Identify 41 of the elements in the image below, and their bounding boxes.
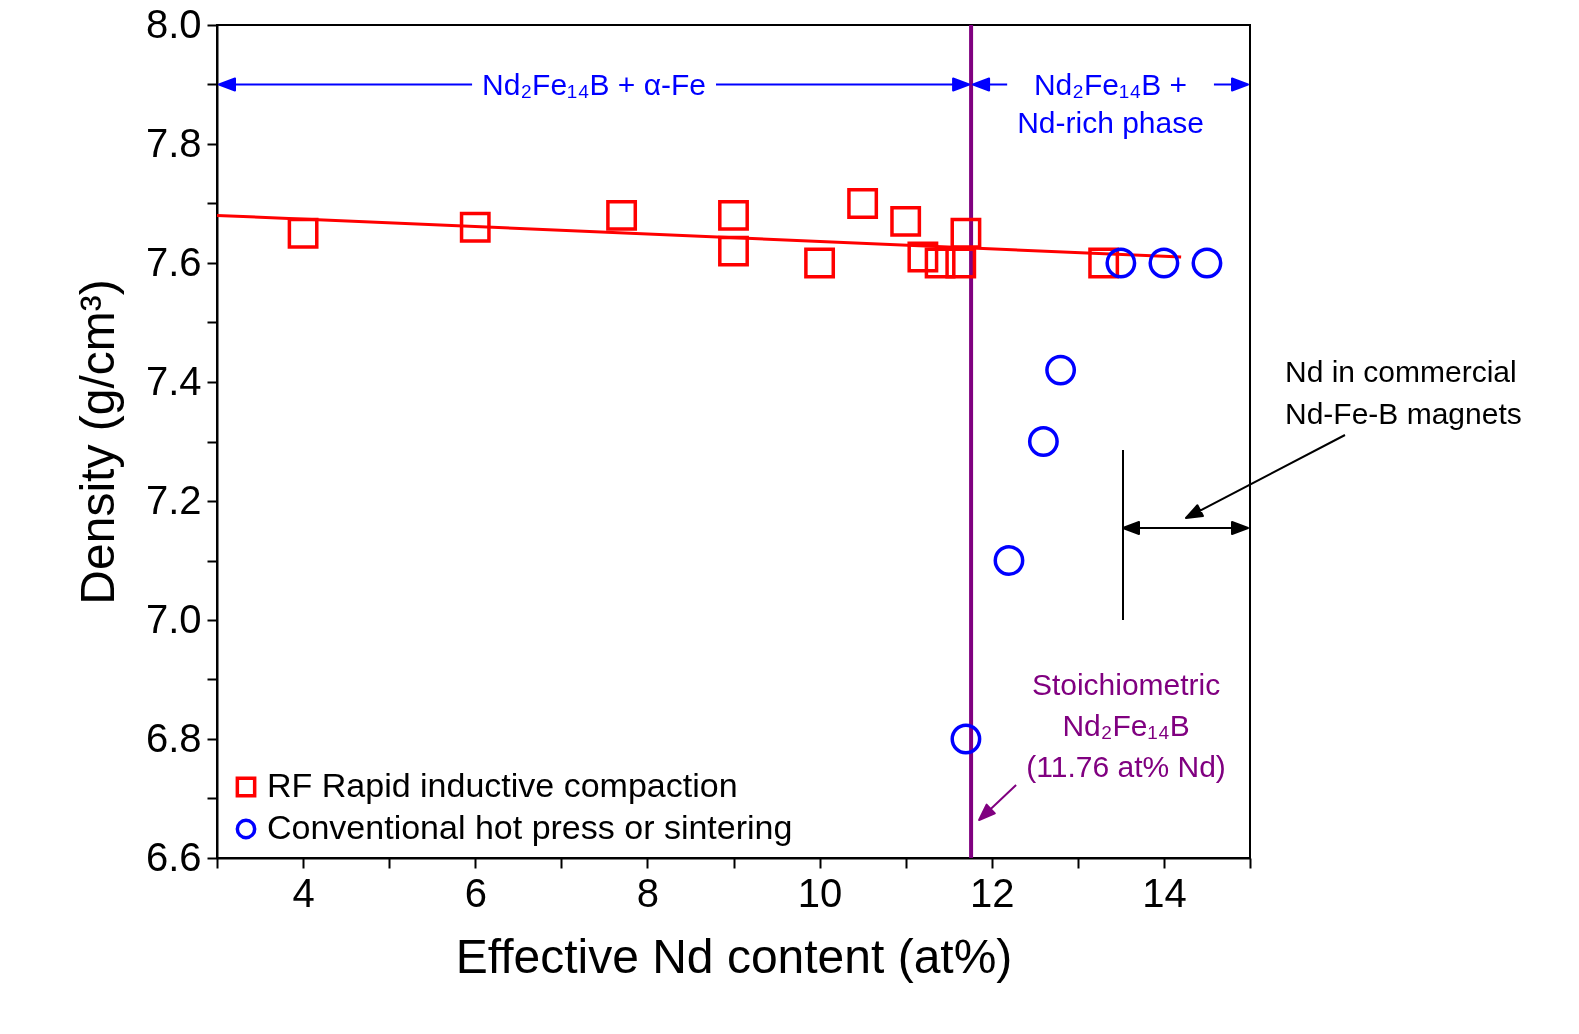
x-axis-title: Effective Nd content (at%) [455,929,1013,983]
x-tick-label: 12 [970,870,1015,915]
y-tick-label: 6.8 [145,715,202,760]
y-axis-title: Density (g/cm³) [70,279,124,605]
point [950,217,982,249]
point [804,247,836,279]
y-tick-label: 7.8 [145,120,202,165]
point [1148,247,1180,279]
text: Nd in commercial Nd-Fe-B magnets [1285,355,1522,430]
annotation: Nd₂Fe₁₄B + Nd-rich phase [1017,67,1204,139]
point [890,205,922,237]
point [950,723,982,755]
y-tick-label: 6.6 [145,834,202,879]
y-tick-label: 7.0 [145,596,202,641]
point [924,247,956,279]
y-tick-label: 8.0 [145,1,202,46]
y-tick-label: 7.4 [145,358,202,403]
point [993,545,1025,576]
point [847,188,879,219]
legend-label: Conventional hot press or sintering [267,808,793,846]
y-tick-label: 7.6 [145,239,202,284]
x-tick-label: 14 [1142,870,1187,915]
point [1027,426,1059,457]
x-tick-label: 10 [797,870,843,915]
x-tick-label: 8 [636,870,660,915]
ref-line-label: Stoichiometric Nd₂Fe₁₄B (11.76 at% Nd) [1026,668,1226,783]
x-tick-label: 4 [292,870,315,915]
x-tick-label: 6 [464,870,487,915]
point [459,211,491,243]
point [1105,247,1137,279]
legend-label: RF Rapid inductive compaction [267,766,738,804]
point [1191,247,1223,279]
point [718,199,749,231]
point [945,247,977,279]
annotation: Nd₂Fe₁₄B + α-Fe [482,67,707,101]
point [907,241,939,273]
point [287,217,319,249]
point [1045,354,1077,386]
point [606,199,638,231]
point [718,235,749,267]
y-tick-label: 7.2 [145,477,202,522]
